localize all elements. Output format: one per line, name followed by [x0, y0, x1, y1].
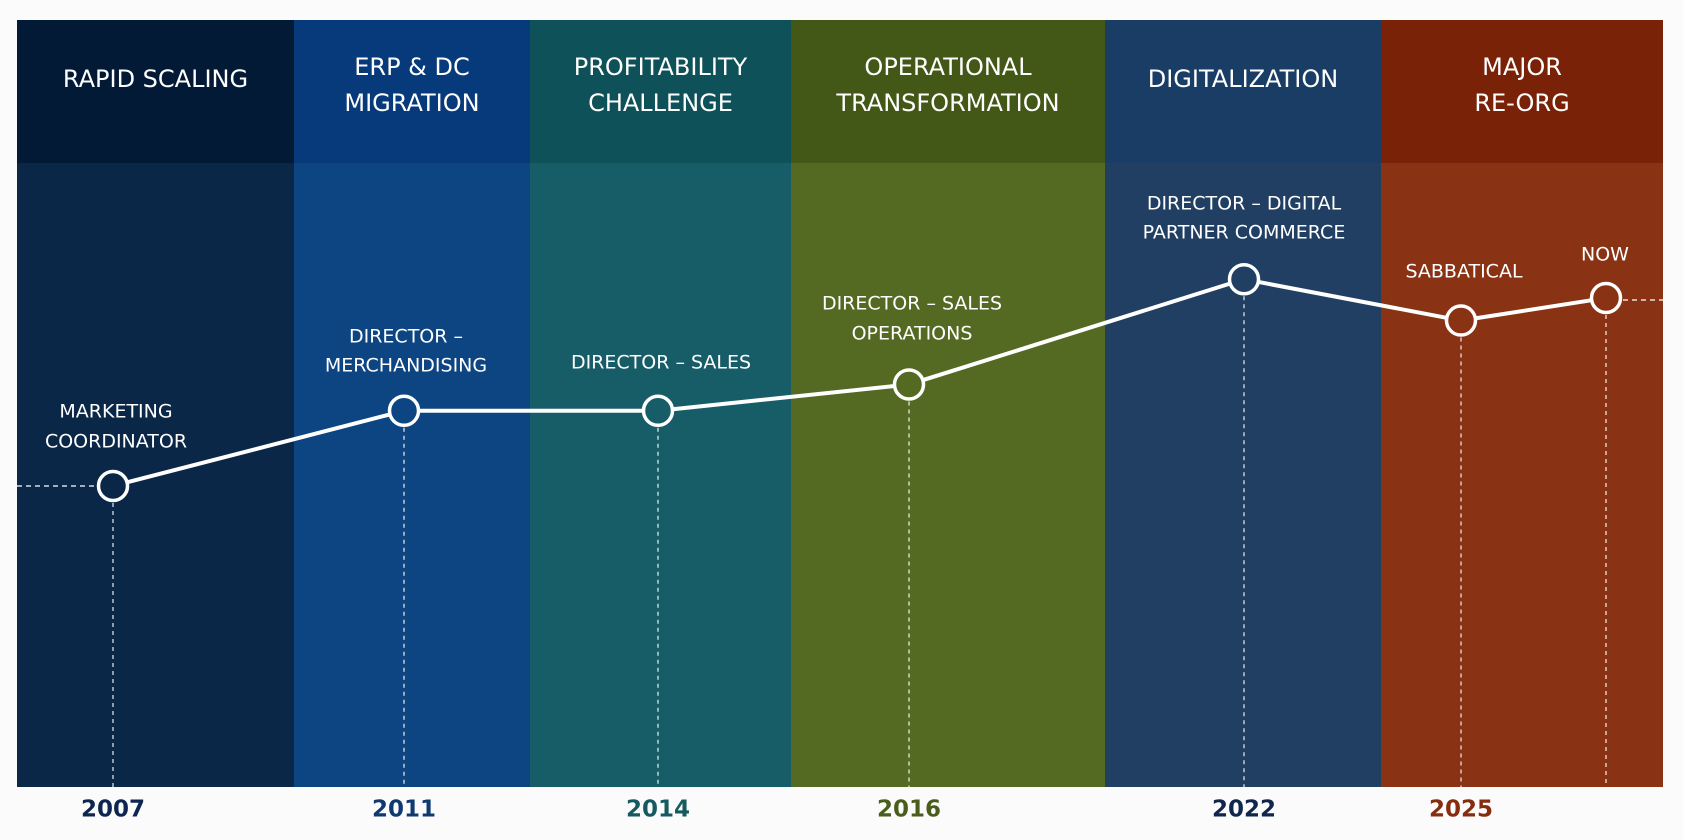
trajectory-segment-5: [1257, 280, 1448, 320]
milestone-label-2-line-1: DIRECTOR –: [349, 326, 463, 348]
era-band-5: [1105, 163, 1381, 787]
year-label-2025: 2025: [1429, 797, 1493, 823]
milestone-label-4-line-2: OPERATIONS: [852, 323, 973, 345]
era-band-4: [791, 163, 1105, 787]
milestone-marker-5: [1227, 262, 1261, 296]
era-header-6: [1381, 20, 1663, 163]
milestone-marker-1: [96, 469, 130, 503]
milestone-label-4-line-1: DIRECTOR – SALES: [822, 293, 1002, 315]
trajectory-segment-4: [922, 281, 1231, 382]
era-title-3-line-2: CHALLENGE: [588, 89, 733, 117]
milestone-label-5-line-1: DIRECTOR – DIGITAL: [1147, 193, 1342, 215]
milestone-marker-6: [1444, 304, 1478, 337]
era-title-1-line-1: RAPID SCALING: [63, 65, 248, 93]
year-label-2014: 2014: [626, 797, 690, 823]
milestone-label-6-line-1: SABBATICAL: [1405, 261, 1522, 283]
era-band-3: [530, 163, 791, 787]
era-band-2: [294, 163, 530, 787]
era-title-6-line-2: RE-ORG: [1474, 89, 1569, 117]
milestone-label-7-line-1: NOW: [1581, 244, 1629, 266]
era-band-6: [1381, 163, 1663, 787]
year-label-2007: 2007: [81, 797, 145, 823]
milestone-label-3-line-1: DIRECTOR – SALES: [571, 352, 751, 374]
year-label-2022: 2022: [1212, 797, 1276, 823]
era-title-4-line-2: TRANSFORMATION: [835, 89, 1059, 117]
era-bands: [17, 20, 1663, 787]
era-header-5: [1105, 20, 1381, 163]
era-title-6-line-1: MAJOR: [1482, 53, 1562, 81]
trajectory: [126, 280, 1593, 484]
milestone-marker-7: [1589, 281, 1623, 315]
era-titles: RAPID SCALING ERP & DC MIGRATION PROFITABIL…: [63, 53, 1570, 117]
year-label-2011: 2011: [372, 797, 436, 823]
milestone-marker-2: [387, 394, 421, 428]
milestone-label-1-line-1: MARKETING: [59, 401, 172, 423]
year-guides: [17, 296, 1663, 787]
era-header-4: [791, 20, 1105, 163]
era-header-2: [294, 20, 530, 163]
year-label-2016: 2016: [877, 797, 941, 823]
era-title-5-line-1: DIGITALIZATION: [1148, 65, 1338, 93]
era-header-1: [17, 20, 294, 163]
milestone-marker-4: [892, 368, 926, 401]
milestone-label-2-line-2: MERCHANDISING: [325, 355, 487, 377]
milestone-label-1-line-2: COORDINATOR: [45, 431, 187, 453]
milestone-labels: MARKETING COORDINATOR DIRECTOR – MERCHANDIS…: [45, 193, 1629, 453]
trajectory-segment-6: [1474, 298, 1593, 321]
era-title-2-line-1: ERP & DC: [354, 53, 470, 81]
era-header-3: [530, 20, 791, 163]
milestone-markers: [96, 262, 1623, 503]
trajectory-segment-3: [671, 384, 896, 412]
era-title-2-line-2: MIGRATION: [344, 89, 479, 117]
era-title-4-line-1: OPERATIONAL: [864, 53, 1032, 81]
milestone-label-5-line-2: PARTNER COMMERCE: [1143, 222, 1346, 244]
era-title-3-line-1: PROFITABILITY: [574, 53, 748, 81]
trajectory-segment-1: [126, 412, 391, 484]
milestone-marker-3: [641, 394, 675, 428]
year-labels: 2007 2011 2014 2016 2022 2025: [81, 797, 1493, 823]
